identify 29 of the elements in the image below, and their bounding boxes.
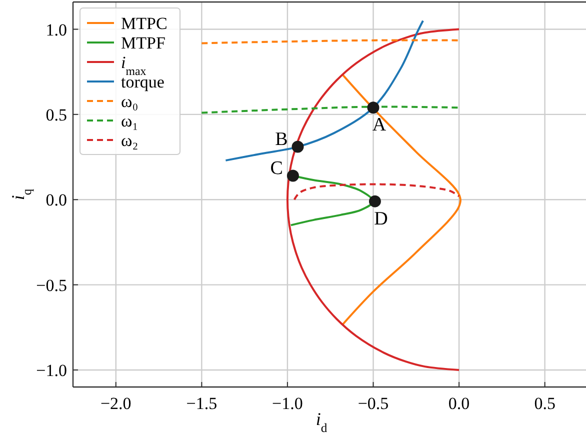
legend-label: ω₀ — [121, 92, 138, 111]
y-tick-label: 0.5 — [46, 105, 67, 124]
legend-label: ω₁ — [121, 112, 138, 130]
x-axis-title: i$_{d}$ — [316, 409, 328, 434]
x-tick-label: −1.0 — [272, 394, 303, 413]
x-tick-label: −0.5 — [358, 394, 389, 413]
x-tick-label: −1.5 — [186, 394, 218, 413]
annotation: C — [270, 158, 283, 179]
y-tick-label: 1.0 — [46, 20, 67, 40]
line-series — [224, 20, 424, 162]
point — [292, 140, 304, 153]
x-tick-label: 0.5 — [534, 394, 556, 413]
legend-label: MTPC — [121, 14, 168, 33]
y-tick-label: −1.0 — [36, 360, 67, 380]
annotation: B — [275, 128, 288, 150]
x-tick-label: −2.0 — [100, 394, 132, 413]
line-series — [341, 73, 462, 326]
y-tick-label: −0.5 — [36, 276, 67, 295]
annotation: A — [372, 114, 386, 136]
point — [368, 195, 381, 208]
line-series — [286, 28, 460, 371]
y-tick-label: 0.0 — [46, 190, 67, 210]
x-tick-label: 0.0 — [448, 394, 470, 413]
line-series — [293, 183, 460, 201]
point — [286, 170, 299, 182]
legend-label: MTPF — [121, 34, 166, 52]
annotation: D — [374, 208, 388, 230]
point — [367, 102, 380, 114]
legend-label: ω₂ — [121, 131, 138, 150]
